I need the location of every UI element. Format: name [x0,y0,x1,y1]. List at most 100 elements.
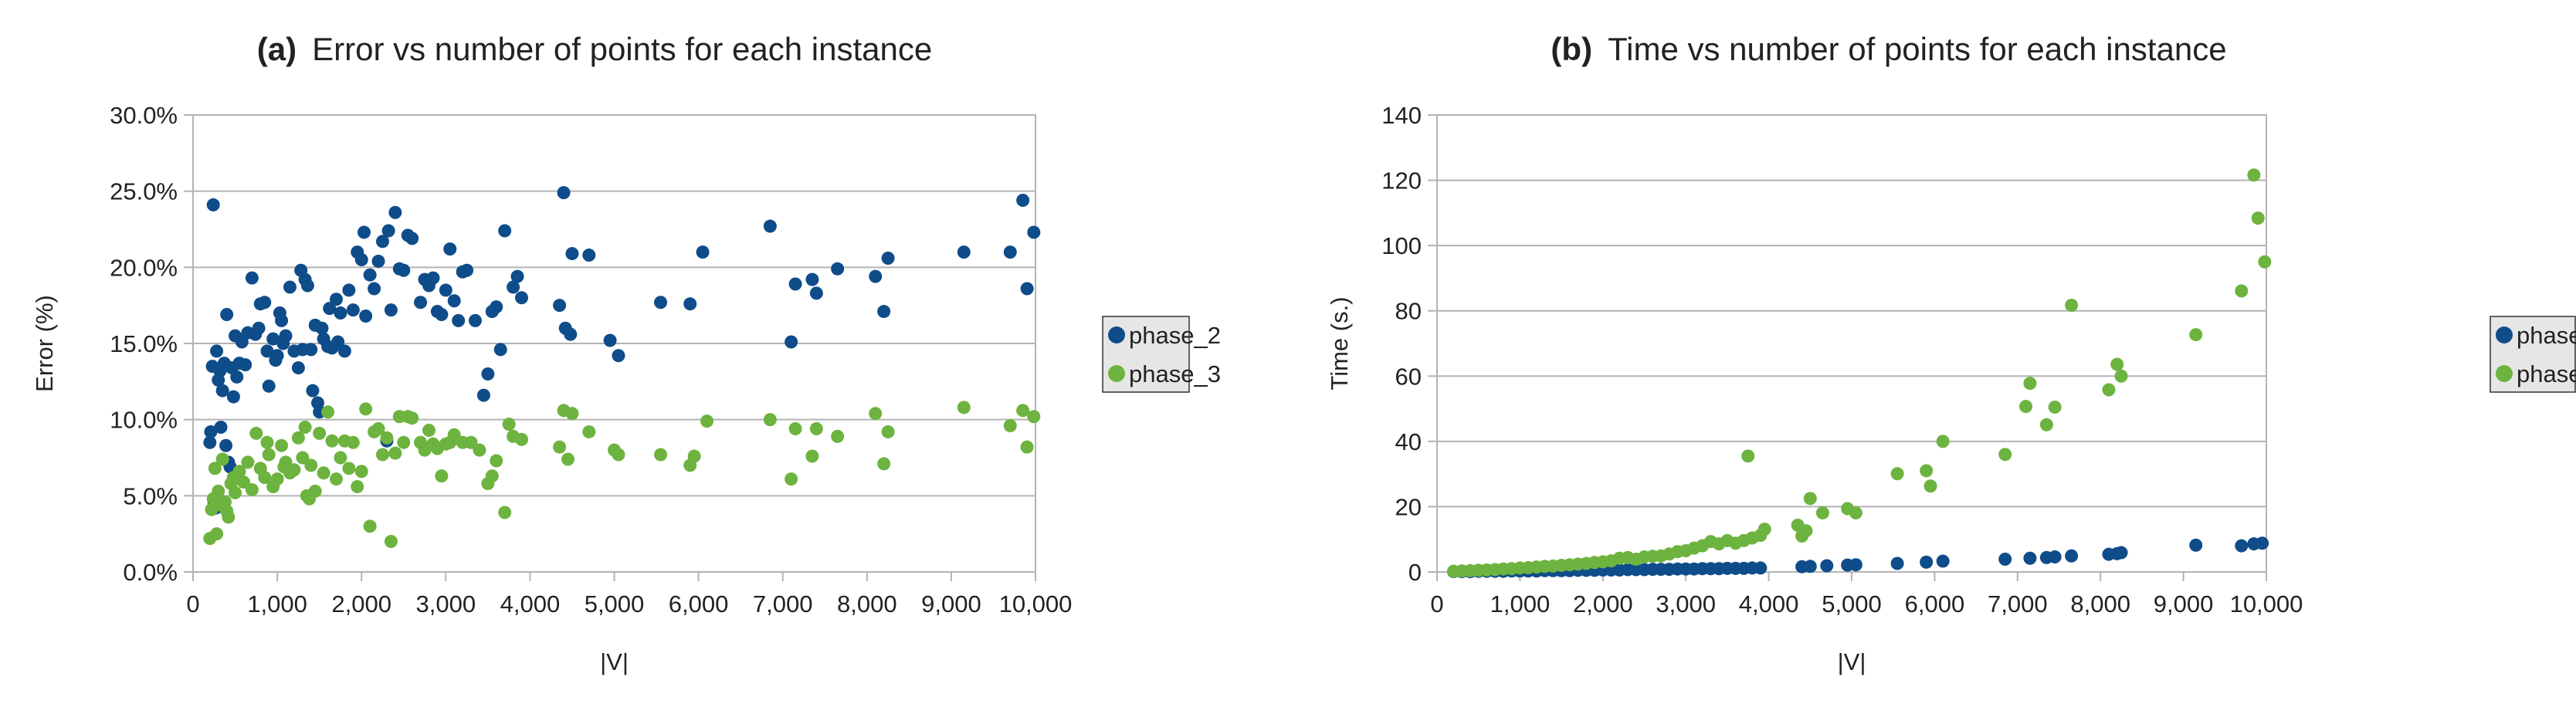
data-point-phase_2 [498,224,512,238]
data-point-phase_3 [1003,419,1017,433]
data-point-phase_3 [232,465,246,479]
data-point-phase_3 [1741,449,1755,463]
panel-a-error-chart: (a) Error vs number of points for each in… [31,31,1221,675]
data-point-phase_2 [1003,245,1017,259]
data-point-phase_3 [485,469,499,483]
data-point-phase_3 [296,451,310,465]
data-point-phase_3 [397,435,411,449]
data-point-phase_3 [687,449,701,463]
y-tick-label: 40 [1395,428,1422,455]
data-point-phase_2 [206,198,220,211]
y-tick-label: 15.0% [110,330,178,357]
data-point-phase_3 [831,429,845,443]
data-point-phase_3 [215,452,229,466]
data-point-phase_3 [317,466,330,480]
data-point-phase_2 [220,308,234,322]
y-axis-label: Error (%) [31,295,58,392]
data-point-phase_2 [2065,549,2079,563]
y-tick-label: 0 [1408,559,1422,586]
data-point-phase_3 [2048,400,2062,414]
legend: phase_2 phase_3 [2490,316,2576,393]
y-tick-label: 0.0% [123,559,178,586]
data-point-phase_2 [1020,282,1034,296]
data-point-phase_2 [384,303,398,317]
data-point-phase_3 [2019,400,2033,414]
data-point-phase_2 [239,358,253,372]
y-tick-label: 30.0% [110,102,178,129]
data-point-phase_2 [397,263,411,277]
y-axis-label: Time (s.) [1326,296,1353,390]
data-point-phase_3 [1998,448,2012,462]
data-point-phase_3 [1920,464,1934,478]
data-point-phase_2 [869,269,883,283]
data-point-phase_3 [2114,369,2128,383]
data-point-phase_3 [222,510,236,524]
data-point-phase_2 [262,379,276,393]
chart-title-text: Time vs number of points for each instan… [1608,31,2227,67]
x-tick-label: 7,000 [753,590,813,617]
data-point-phase_3 [763,413,777,427]
data-point-phase_2 [481,367,495,381]
data-point-phase_2 [258,296,272,310]
series-phase_2 [203,186,1041,515]
data-point-phase_2 [2114,546,2128,560]
data-point-phase_2 [553,299,567,313]
data-point-phase_3 [212,484,225,498]
data-point-phase_2 [334,306,347,320]
x-tick-label: 3,000 [416,590,476,617]
data-point-phase_2 [809,286,823,300]
data-point-phase_2 [1820,559,1834,573]
data-point-phase_2 [696,245,710,259]
data-point-phase_3 [2189,328,2203,342]
legend-label-phase_3: phase_3 [1129,360,1221,387]
data-point-phase_2 [405,232,419,245]
x-tick-label: 10,000 [2230,590,2303,617]
data-point-phase_2 [1920,555,1934,569]
data-point-phase_2 [1754,561,1768,575]
data-point-phase_2 [245,271,259,285]
data-point-phase_3 [210,527,224,541]
data-point-phase_3 [1849,506,1863,519]
data-point-phase_2 [877,305,891,319]
data-point-phase_3 [2023,377,2037,391]
data-point-phase_3 [565,407,579,421]
data-point-phase_3 [435,469,449,483]
data-point-phase_2 [763,219,777,233]
data-point-phase_3 [1027,410,1041,424]
y-tick-label: 10.0% [110,407,178,434]
data-point-phase_2 [2189,538,2203,552]
x-tick-label: 5,000 [1822,590,1882,617]
data-point-phase_3 [464,435,478,449]
data-point-phase_3 [490,454,503,468]
y-tick-label: 80 [1395,298,1422,325]
data-point-phase_3 [612,448,625,462]
legend-marker-phase_2 [2496,326,2513,343]
data-point-phase_2 [304,343,318,357]
data-point-phase_3 [351,479,364,493]
data-point-phase_3 [208,462,222,475]
x-tick-label: 9,000 [2154,590,2214,617]
data-point-phase_3 [2102,383,2116,397]
data-point-phase_3 [877,457,891,471]
data-point-phase_3 [1757,523,1771,536]
data-point-phase_2 [266,332,280,346]
data-point-phase_2 [315,321,329,335]
data-point-phase_2 [323,302,337,316]
data-point-phase_2 [468,313,482,327]
data-point-phase_3 [359,402,373,416]
data-point-phase_3 [1815,506,1829,519]
data-point-phase_3 [354,465,368,479]
data-point-phase_3 [805,449,819,463]
data-point-phase_2 [371,254,385,268]
data-point-phase_2 [612,349,625,363]
data-point-phase_3 [498,506,512,519]
data-point-phase_2 [359,309,373,323]
data-point-phase_3 [371,422,385,436]
data-point-phase_2 [582,249,596,262]
data-point-phase_2 [210,344,224,358]
data-point-phase_2 [346,303,360,317]
data-point-phase_3 [1890,467,1904,481]
x-tick-label: 9,000 [921,590,981,617]
data-point-phase_2 [375,235,389,249]
